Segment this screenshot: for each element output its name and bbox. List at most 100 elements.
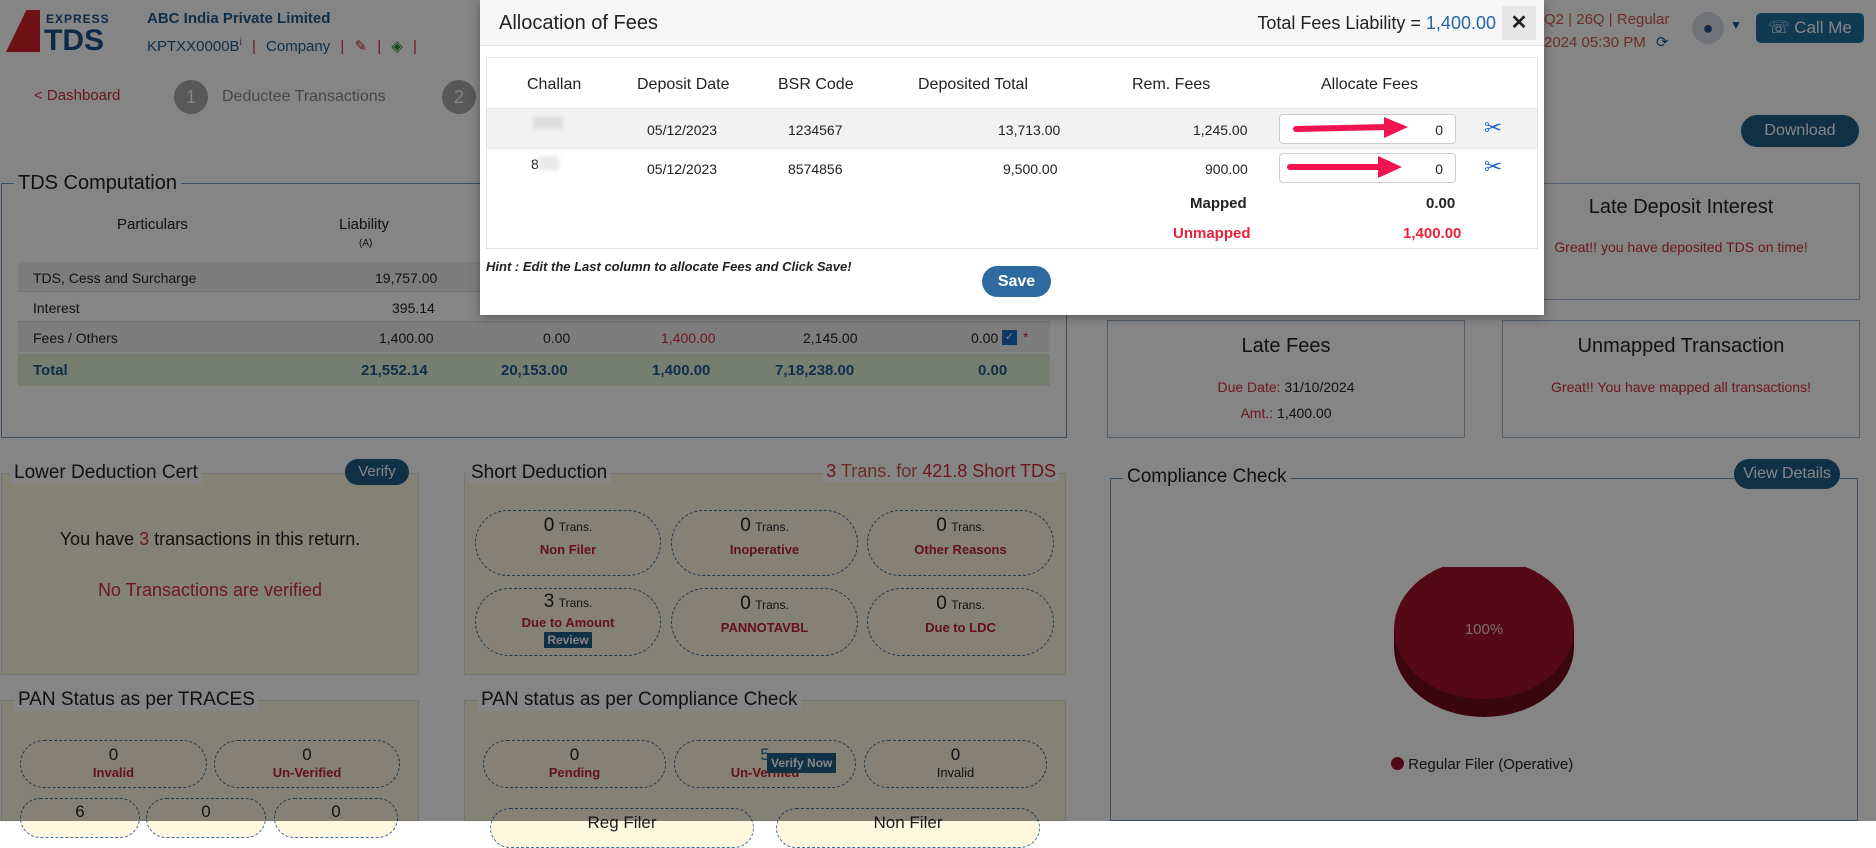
column-header-deposited-total: Deposited Total [918, 76, 1028, 93]
hint-text: Hint : Edit the Last column to allocate … [486, 259, 852, 274]
ldc-none-verified: No Transactions are verified [97, 580, 323, 600]
short-pannotavbl[interactable]: 0 Trans. PANNOTAVBL [671, 588, 858, 656]
user-avatar-icon[interactable]: ● [1692, 12, 1724, 44]
label: Other Reasons [914, 542, 1007, 557]
legend-label: Regular Filer (Operative) [1408, 756, 1574, 773]
pie-label: 100% [1465, 621, 1503, 638]
edit-icon[interactable]: ✎ [354, 38, 368, 55]
short-summary: 3 Trans. for 421.8 Short TDS [823, 461, 1059, 482]
download-button[interactable]: Download [1741, 115, 1859, 147]
row-liability: 1,400.00 [379, 330, 434, 346]
info-icon[interactable]: i [239, 37, 242, 48]
unmapped-title: Unmapped Transaction [1577, 335, 1785, 357]
late-fees-title: Late Fees [1241, 335, 1331, 357]
scissors-icon[interactable]: ✂ [1484, 154, 1503, 179]
tds-computation-title: TDS Computation [14, 172, 181, 195]
dashboard-link[interactable]: < Dashboard [34, 87, 121, 104]
total-liability-label: Total Fees Liability = [1257, 13, 1421, 33]
tan-line: KPTXX0000Bi | Company | ✎ | ◈ | [147, 37, 423, 55]
review-button[interactable]: Review [544, 632, 592, 648]
call-me-label: Call Me [1794, 18, 1852, 37]
call-me-button[interactable]: ☏ Call Me [1756, 13, 1864, 43]
trans-label: Trans. [558, 520, 593, 534]
row-col3: 1,400.00 [661, 330, 716, 346]
col-particulars: Particulars [117, 216, 188, 233]
legend-dot-icon [1391, 757, 1404, 770]
checkbox[interactable]: ✓ [1002, 330, 1017, 345]
total-liability: Total Fees Liability = 1,400.00 [1257, 13, 1496, 34]
count: 0 [108, 745, 119, 764]
total-row: Total 21,552.14 20,153.00 1,400.00 7,18,… [18, 354, 1050, 386]
total-col3: 1,400.00 [652, 362, 711, 379]
scissors-icon[interactable]: ✂ [1484, 115, 1503, 140]
column-header-allocate-fees: Allocate Fees [1321, 76, 1418, 93]
arrow-annotation-icon [1287, 156, 1402, 178]
due-date-value: 31/10/2024 [1284, 379, 1355, 395]
short-due-to-amount[interactable]: 3 Trans. Due to Amount Review [475, 588, 661, 656]
short-summary-count: 3 [826, 461, 837, 481]
ldc-msg-post: transactions in this return. [154, 529, 361, 549]
pan-invalid[interactable]: 0 Invalid [20, 740, 207, 788]
logo[interactable]: EXPRESS TDS [6, 10, 124, 57]
step-2-number[interactable]: 2 [442, 80, 476, 114]
unmapped-msg: Great!! You have mapped all transactions… [1551, 379, 1811, 395]
separator: | [340, 38, 345, 55]
short-inoperative[interactable]: 0 Trans. Inoperative [671, 510, 858, 576]
verify-now-button[interactable]: Verify Now [767, 753, 837, 773]
pie-slice-regular-filer [1394, 567, 1574, 699]
pan-cc-title: PAN status as per Compliance Check [477, 689, 802, 711]
compliance-check-panel: Compliance Check 100% Regular Filer (Ope… [1110, 466, 1858, 821]
count: 0 [950, 745, 961, 764]
pan-cc-invalid[interactable]: 0 Invalid [864, 740, 1047, 788]
allocation-modal: Allocation of Fees Total Fees Liability … [480, 0, 1544, 315]
step-1-number[interactable]: 1 [174, 80, 208, 114]
pan-unverified[interactable]: 0 Un-Verified [214, 740, 400, 788]
view-details-button[interactable]: View Details [1734, 459, 1840, 489]
company-name: ABC India Private Limited [147, 10, 331, 27]
pan-cc-pending[interactable]: 0 Pending [483, 740, 666, 788]
phone-icon: ☏ [1768, 18, 1790, 37]
compliance-pie-chart: 100% [1394, 567, 1574, 717]
save-button[interactable]: Save [982, 266, 1051, 297]
pan-cc-unverified[interactable]: 5 Un-Verified Verify Now [674, 740, 856, 788]
step-1-label[interactable]: Deductee Transactions [222, 88, 386, 105]
ldc-message: You have 3 transactions in this return. [2, 529, 418, 550]
chevron-down-icon[interactable]: ▼ [1730, 18, 1742, 32]
short-other-reasons[interactable]: 0 Trans. Other Reasons [867, 510, 1054, 576]
row-col5: 0.00 [971, 330, 999, 346]
unmapped-label: Unmapped [1173, 225, 1251, 242]
label: Pending [548, 765, 601, 780]
row-name: Interest [33, 300, 80, 316]
total-col5: 0.00 [978, 362, 1008, 379]
row-name: Fees / Others [33, 330, 118, 346]
verify-button[interactable]: Verify [345, 459, 409, 485]
challan-cell-blurred [533, 117, 563, 129]
count: 0 [569, 745, 580, 764]
short-summary-amt: 421.8 Short TDS [922, 461, 1056, 481]
close-icon[interactable]: ✕ [1502, 6, 1536, 40]
short-due-to-ldc[interactable]: 0 Trans. Due to LDC [867, 588, 1054, 656]
total-label: Total [33, 362, 68, 379]
deposited-total: 13,713.00 [998, 122, 1061, 138]
count: 0 [543, 515, 555, 536]
total-liability-value: 1,400.00 [1425, 13, 1496, 33]
count: 0 [936, 593, 947, 614]
challan-number: 8 [531, 156, 539, 172]
total-liability: 21,552.14 [361, 362, 428, 379]
datetime-text: 2024 05:30 PM [1544, 34, 1646, 51]
refresh-icon[interactable]: ⟳ [1655, 34, 1669, 51]
arrow-annotation-icon [1293, 117, 1408, 138]
gst-icon[interactable]: ◈ [391, 38, 403, 55]
table-row: 05/12/2023 1234567 13,713.00 1,245.00 0 … [487, 108, 1537, 148]
bsr-code: 8574856 [788, 161, 843, 177]
trans-label: Trans. [755, 598, 789, 612]
short-non-filer[interactable]: 0 Trans. Non Filer [475, 510, 661, 576]
company-link[interactable]: Company [266, 38, 331, 55]
trans-label: Trans. [755, 520, 789, 534]
pan-traces-title: PAN Status as per TRACES [14, 689, 259, 711]
unmapped-transaction-panel: Unmapped Transaction Great!! You have ma… [1502, 320, 1860, 438]
label: Non Filer [539, 542, 597, 557]
unmapped-value: 1,400.00 [1403, 225, 1462, 242]
tan-value: KPTXX0000B [147, 38, 240, 55]
mapped-value: 0.00 [1426, 195, 1456, 212]
